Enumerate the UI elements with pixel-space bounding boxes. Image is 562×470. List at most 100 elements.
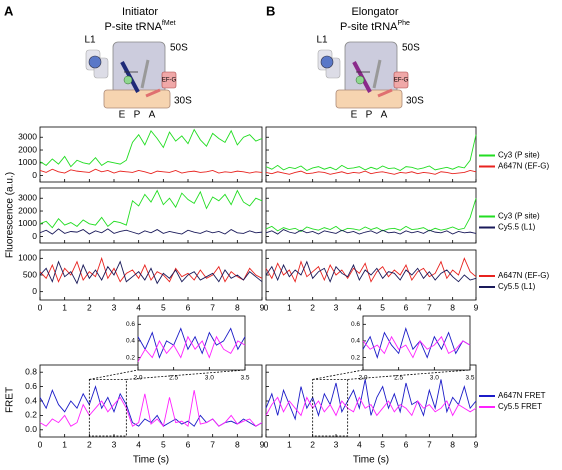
y-axis-title: Fluorescence (a.u.)	[5, 172, 16, 258]
x-tick-label: 3	[334, 439, 339, 449]
x-tick-label: 0	[264, 302, 269, 312]
zoom-connector	[89, 369, 139, 380]
x-tick-label: 2.5	[394, 375, 403, 382]
panel-subtitle: P-site tRNAPhe	[340, 20, 410, 33]
trace	[39, 228, 263, 235]
site-label: E	[351, 110, 358, 121]
legend-label: A647N FRET	[498, 391, 546, 400]
trace	[265, 229, 477, 235]
plot-frame	[265, 187, 477, 244]
x-tick-label: 6	[186, 439, 191, 449]
plot-frame	[265, 364, 477, 438]
ef-g	[161, 71, 177, 89]
site-label: E	[119, 110, 126, 121]
trace	[39, 168, 263, 175]
y-tick-label: 3000	[18, 192, 37, 202]
plot-frame	[39, 249, 263, 301]
site-label: P	[366, 110, 373, 121]
panel-title: Initiator	[122, 6, 158, 18]
plot-frame	[39, 364, 263, 438]
y-tick-label: 0.4	[126, 338, 135, 345]
y-tick-label: 0.0	[25, 424, 37, 434]
x-tick-label: 0	[38, 439, 43, 449]
x-tick-label: 2	[87, 302, 92, 312]
trace	[362, 335, 471, 359]
x-tick-label: 1	[62, 439, 67, 449]
trace	[39, 128, 263, 168]
panel-label: B	[266, 3, 275, 18]
x-tick-label: 7	[427, 439, 432, 449]
x-tick-label: 4	[357, 302, 362, 312]
trace	[265, 257, 477, 283]
zoom-connector	[347, 369, 471, 380]
trace	[39, 390, 263, 428]
x-tick-label: 8	[235, 439, 240, 449]
ribosome-diagram: L1 50S 30S EF-G E P A	[316, 35, 424, 121]
x-tick-label: 3.0	[205, 375, 214, 382]
y-tick-label: 500	[23, 269, 37, 279]
trace	[39, 189, 263, 229]
large-subunit	[112, 41, 166, 95]
plot-frame	[362, 315, 471, 371]
x-tick-label: 3	[112, 439, 117, 449]
y-tick-label: 1000	[18, 218, 37, 228]
legend-label: Cy3 (P site)	[498, 212, 540, 221]
y-tick-label: 2000	[18, 205, 37, 215]
legend-label: Cy5.5 FRET	[498, 402, 542, 411]
trace	[265, 260, 477, 283]
x-tick-label: 9	[474, 302, 479, 312]
y-tick-label: 0.2	[351, 354, 360, 361]
y-tick-label: 0.6	[126, 321, 135, 328]
site-label: A	[149, 110, 156, 121]
y-tick-label: 0.2	[25, 410, 37, 420]
trace	[362, 326, 471, 360]
x-tick-label: 1	[287, 302, 292, 312]
legend-label: A647N (EF-G)	[498, 162, 549, 171]
y-tick-label: 2000	[18, 144, 37, 154]
y-tick-label: 1000	[18, 253, 37, 263]
y-axis-title: FRET	[5, 387, 16, 413]
x-tick-label: 4	[136, 302, 141, 312]
trace	[39, 256, 263, 283]
x-tick-label: 6	[186, 302, 191, 312]
x-tick-label: 9	[474, 439, 479, 449]
y-tick-label: 1000	[18, 157, 37, 167]
x-tick-label: 3.0	[430, 375, 439, 382]
panel-subtitle: P-site tRNAfMet	[104, 20, 175, 33]
x-tick-label: 8	[450, 302, 455, 312]
plot-frame	[39, 126, 263, 183]
diagram-label: L1	[84, 35, 96, 46]
x-tick-label: 2.5	[169, 375, 178, 382]
x-tick-label: 7	[427, 302, 432, 312]
x-tick-label: 3	[112, 302, 117, 312]
cy3-dye	[123, 75, 133, 85]
x-tick-label: 3.5	[240, 375, 249, 382]
diagram-label: EF-G	[394, 78, 409, 84]
small-subunit	[103, 89, 171, 109]
diagram-label: L1	[316, 35, 328, 46]
cy3-dye	[355, 75, 365, 85]
arrow	[145, 88, 161, 98]
trace	[265, 170, 477, 175]
zoom-connector	[126, 369, 246, 380]
x-tick-label: 0	[38, 302, 43, 312]
x-tick-label: 2.0	[358, 375, 367, 382]
site-label: A	[381, 110, 388, 121]
x-tick-label: 2	[310, 439, 315, 449]
x-tick-label: 4	[136, 439, 141, 449]
x-tick-label: 3.5	[465, 375, 474, 382]
x-tick-label: 6	[404, 302, 409, 312]
y-tick-label: 3000	[18, 131, 37, 141]
x-tick-label: 5	[161, 439, 166, 449]
plot-frame	[265, 126, 477, 183]
plot-frame	[39, 187, 263, 244]
ef-g	[393, 71, 409, 89]
trace	[137, 335, 246, 362]
small-subunit	[335, 89, 403, 109]
y-tick-label: 0.2	[126, 354, 135, 361]
x-tick-label: 5	[161, 302, 166, 312]
y-tick-label: 0	[32, 170, 37, 180]
site-label: P	[134, 110, 141, 121]
x-tick-label: 5	[380, 439, 385, 449]
diagram-label: 30S	[174, 96, 192, 107]
